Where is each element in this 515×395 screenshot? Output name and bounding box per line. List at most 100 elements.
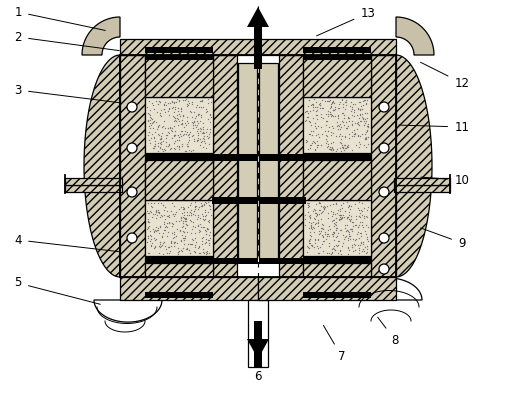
Point <box>363 234 371 241</box>
Point <box>195 227 203 233</box>
Point <box>146 232 154 238</box>
Point <box>157 136 165 143</box>
Point <box>188 125 197 131</box>
Point <box>349 223 357 229</box>
Point <box>362 135 370 141</box>
Point <box>155 210 163 216</box>
Point <box>354 242 363 248</box>
Point <box>173 115 181 121</box>
Point <box>349 218 357 225</box>
Point <box>318 226 327 233</box>
Point <box>301 108 310 115</box>
Point <box>327 132 335 138</box>
Point <box>361 135 369 141</box>
Point <box>355 235 363 241</box>
Point <box>156 99 164 105</box>
Point <box>166 239 175 245</box>
Point <box>149 211 158 217</box>
Point <box>169 118 178 124</box>
Point <box>168 99 176 105</box>
Bar <box>145 47 213 53</box>
Point <box>332 222 340 229</box>
Point <box>204 237 212 244</box>
Point <box>315 200 323 206</box>
Point <box>156 99 164 105</box>
Point <box>324 113 333 120</box>
Point <box>359 102 367 108</box>
Point <box>361 97 369 103</box>
Point <box>165 142 173 148</box>
Point <box>333 243 341 249</box>
Point <box>178 117 186 123</box>
Point <box>330 230 338 237</box>
Point <box>360 131 369 137</box>
Point <box>339 213 347 219</box>
Point <box>354 121 362 127</box>
Point <box>313 142 321 148</box>
Point <box>156 144 164 150</box>
Point <box>206 126 214 132</box>
Point <box>145 219 153 226</box>
Point <box>325 124 333 130</box>
Point <box>307 122 315 128</box>
Point <box>334 207 342 213</box>
Point <box>160 101 168 107</box>
Point <box>315 207 323 213</box>
Point <box>362 134 370 140</box>
Point <box>204 131 213 137</box>
Bar <box>371 55 396 277</box>
Point <box>310 224 318 231</box>
Point <box>144 218 152 224</box>
Point <box>154 148 163 154</box>
Point <box>346 205 354 212</box>
Point <box>144 216 152 222</box>
Point <box>317 111 325 118</box>
Bar <box>303 97 371 153</box>
Point <box>353 120 361 126</box>
Point <box>204 96 212 102</box>
Point <box>205 141 213 147</box>
Point <box>159 148 167 154</box>
Polygon shape <box>354 278 422 300</box>
Point <box>154 140 162 147</box>
Point <box>342 144 351 150</box>
Point <box>183 101 191 107</box>
Point <box>182 148 191 154</box>
Point <box>181 216 189 222</box>
Point <box>170 103 179 110</box>
Point <box>317 221 325 228</box>
Point <box>349 248 357 254</box>
Point <box>346 216 354 222</box>
Point <box>338 144 346 150</box>
Point <box>156 223 164 229</box>
Point <box>356 106 364 113</box>
Point <box>153 124 162 130</box>
Point <box>165 106 173 112</box>
Point <box>167 240 176 246</box>
Point <box>151 226 160 233</box>
Point <box>328 145 336 151</box>
Point <box>205 249 213 256</box>
Point <box>301 222 310 228</box>
Point <box>182 114 191 120</box>
Point <box>327 129 335 135</box>
Point <box>345 247 353 254</box>
Point <box>351 120 359 126</box>
Point <box>188 99 196 105</box>
Point <box>357 131 366 137</box>
Point <box>188 113 196 120</box>
Point <box>184 98 192 104</box>
Point <box>175 137 183 143</box>
Point <box>148 131 157 137</box>
Point <box>203 218 212 224</box>
Point <box>305 237 313 244</box>
Point <box>143 226 151 232</box>
Point <box>196 128 204 135</box>
Point <box>313 103 321 110</box>
Point <box>167 127 176 134</box>
Point <box>189 219 197 225</box>
Point <box>201 200 210 207</box>
Point <box>153 212 161 218</box>
Point <box>358 208 367 214</box>
Point <box>183 245 191 251</box>
